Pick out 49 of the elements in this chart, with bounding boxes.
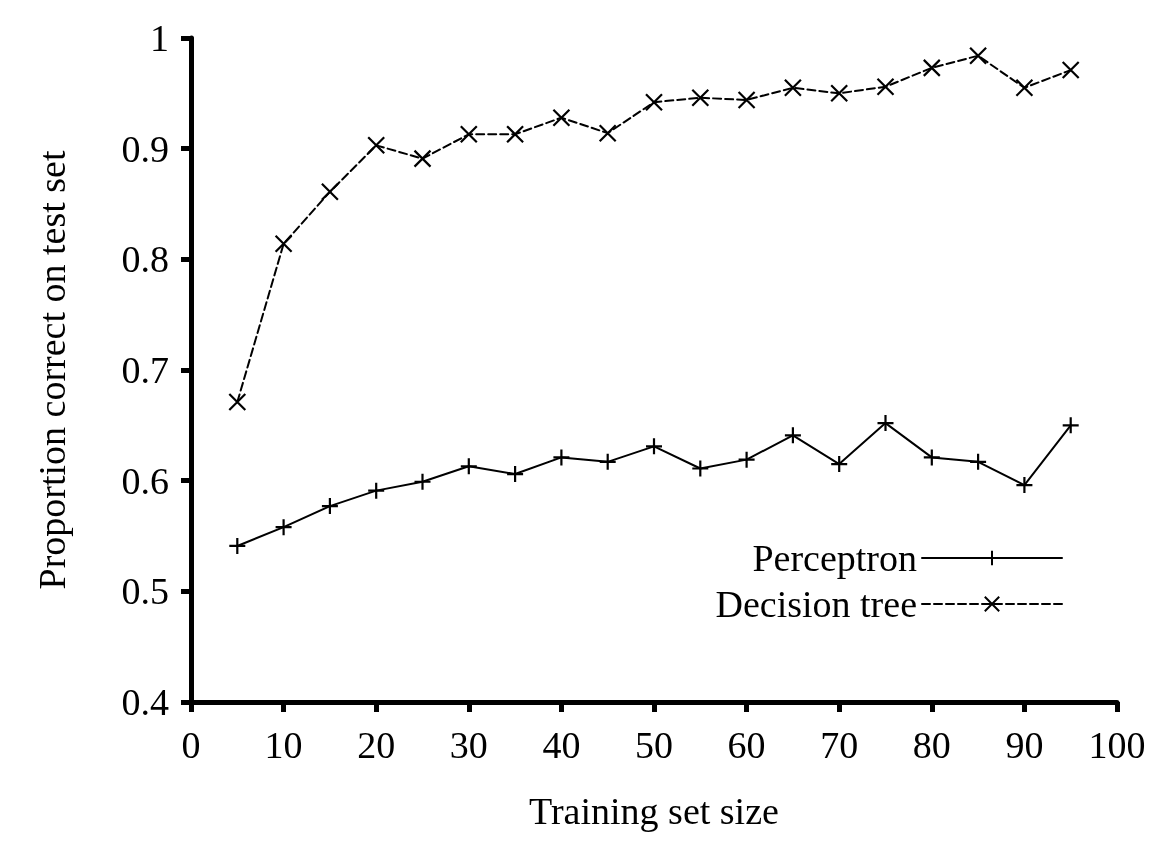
x-tick-label: 40 [542, 724, 581, 766]
point [644, 437, 664, 456]
point [783, 78, 802, 97]
x-axis-title: Training set size [529, 790, 779, 832]
point [737, 450, 756, 469]
y-axis-title: Proportion correct on test set [31, 150, 73, 590]
point [922, 58, 941, 77]
point [830, 454, 849, 474]
point [876, 77, 895, 96]
point [737, 90, 756, 110]
point [228, 392, 247, 412]
y-tick-label: 0.7 [121, 349, 169, 391]
y-tick-label: 0.6 [121, 459, 169, 502]
point [691, 88, 710, 107]
x-tick-label: 100 [1088, 724, 1146, 766]
legend-label: Perceptron [752, 537, 917, 579]
point [367, 136, 386, 155]
y-tick-label: 0.4 [121, 681, 169, 723]
point [598, 124, 617, 143]
x-tick-label: 30 [449, 724, 488, 766]
x-tick-label: 10 [264, 724, 303, 766]
y-tick-label: 1 [150, 17, 169, 59]
point [274, 518, 293, 537]
point [413, 149, 432, 168]
point [320, 182, 339, 201]
point [969, 46, 988, 65]
x-tick-label: 20 [357, 724, 396, 766]
y-tick-label: 0.5 [121, 570, 169, 613]
point [830, 84, 849, 103]
x-tick-label: 80 [912, 724, 951, 766]
point [1015, 475, 1034, 495]
point [783, 426, 802, 445]
point [506, 125, 525, 144]
point [644, 93, 664, 112]
x-tick-label: 90 [1005, 724, 1044, 766]
x-tick-label: 70 [820, 724, 859, 766]
x-tick-label: 50 [635, 724, 673, 766]
x-tick-label: 60 [727, 724, 766, 766]
point [1015, 78, 1034, 97]
point [876, 414, 895, 433]
y-tick-label: 0.9 [121, 127, 169, 170]
legend-label: Decision tree [715, 583, 917, 625]
y-tick-label: 0.8 [121, 238, 169, 281]
point [1061, 60, 1080, 80]
point [274, 234, 293, 253]
point [552, 108, 571, 127]
point [1061, 416, 1080, 435]
x-tick-label: 0 [181, 724, 201, 766]
point [459, 125, 478, 144]
